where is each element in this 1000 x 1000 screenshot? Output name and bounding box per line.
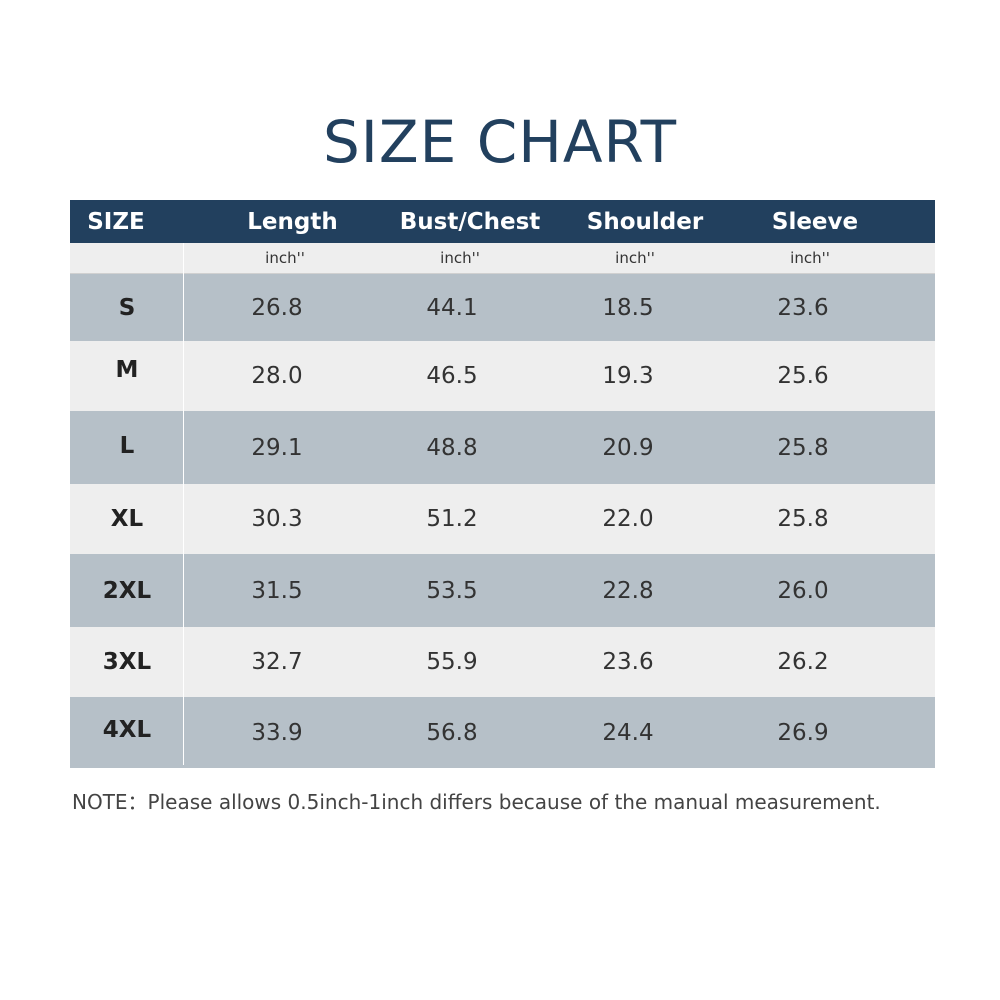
header-shoulder: Shoulder	[586, 208, 704, 235]
table-row: S 26.8 44.1 18.5 23.6	[70, 274, 935, 341]
shoulder-value: 22.8	[602, 577, 654, 604]
size-label: 2XL	[102, 577, 152, 604]
header-size: SIZE	[87, 208, 145, 235]
table-row: L 29.1 48.8 20.9 25.8	[70, 411, 935, 484]
table-row: 2XL 31.5 53.5 22.8 26.0	[70, 554, 935, 627]
length-value: 30.3	[251, 506, 303, 532]
bust-chest-value: 48.8	[426, 434, 478, 461]
bust-chest-value: 53.5	[426, 577, 478, 604]
sleeve-value: 23.6	[777, 294, 829, 321]
sleeve-value: 25.6	[777, 363, 829, 389]
bust-chest-value: 44.1	[426, 294, 478, 321]
size-label: L	[119, 433, 135, 459]
sleeve-value: 25.8	[777, 434, 829, 461]
size-label: 3XL	[102, 649, 152, 675]
bust-chest-value: 56.8	[426, 719, 478, 746]
size-label: M	[115, 357, 139, 383]
page-title: SIZE CHART	[322, 108, 678, 176]
table-header-row: SIZE Length Bust/Chest Shoulder Sleeve	[70, 200, 935, 243]
sleeve-value: 25.8	[777, 506, 829, 532]
length-value: 31.5	[251, 577, 303, 604]
sleeve-value: 26.2	[777, 649, 829, 675]
sleeve-value: 26.9	[777, 719, 829, 746]
shoulder-value: 24.4	[602, 719, 654, 746]
table-row: 3XL 32.7 55.9 23.6 26.2	[70, 627, 935, 697]
measurement-note: NOTE：Please allows 0.5inch-1inch differs…	[72, 790, 881, 814]
bust-chest-value: 46.5	[426, 363, 478, 389]
length-value: 32.7	[251, 649, 303, 675]
sleeve-value: 26.0	[777, 577, 829, 604]
shoulder-value: 18.5	[602, 294, 654, 321]
length-value: 28.0	[251, 363, 303, 389]
shoulder-value: 20.9	[602, 434, 654, 461]
unit-sleeve: inch''	[790, 249, 830, 267]
header-length: Length	[247, 208, 338, 235]
shoulder-value: 19.3	[602, 363, 654, 389]
table-row: M 28.0 46.5 19.3 25.6	[70, 341, 935, 411]
header-sleeve: Sleeve	[771, 208, 859, 235]
header-bust-chest: Bust/Chest	[399, 208, 541, 235]
length-value: 33.9	[251, 719, 303, 746]
size-label: S	[118, 294, 136, 321]
length-value: 26.8	[251, 294, 303, 321]
table-row: 4XL 33.9 56.8 24.4 26.9	[70, 697, 935, 768]
shoulder-value: 22.0	[602, 506, 654, 532]
bust-chest-value: 51.2	[426, 506, 478, 532]
unit-shoulder: inch''	[615, 249, 655, 267]
unit-bust-chest: inch''	[440, 249, 480, 267]
size-column-divider	[183, 243, 184, 765]
size-label: 4XL	[102, 717, 152, 743]
table-unit-row: inch'' inch'' inch'' inch''	[70, 243, 935, 274]
length-value: 29.1	[251, 434, 303, 461]
table-row: XL 30.3 51.2 22.0 25.8	[70, 484, 935, 554]
shoulder-value: 23.6	[602, 649, 654, 675]
bust-chest-value: 55.9	[426, 649, 478, 675]
size-chart-table: SIZE Length Bust/Chest Shoulder Sleeve i…	[70, 200, 935, 768]
unit-length: inch''	[265, 249, 305, 267]
size-label: XL	[110, 506, 144, 532]
